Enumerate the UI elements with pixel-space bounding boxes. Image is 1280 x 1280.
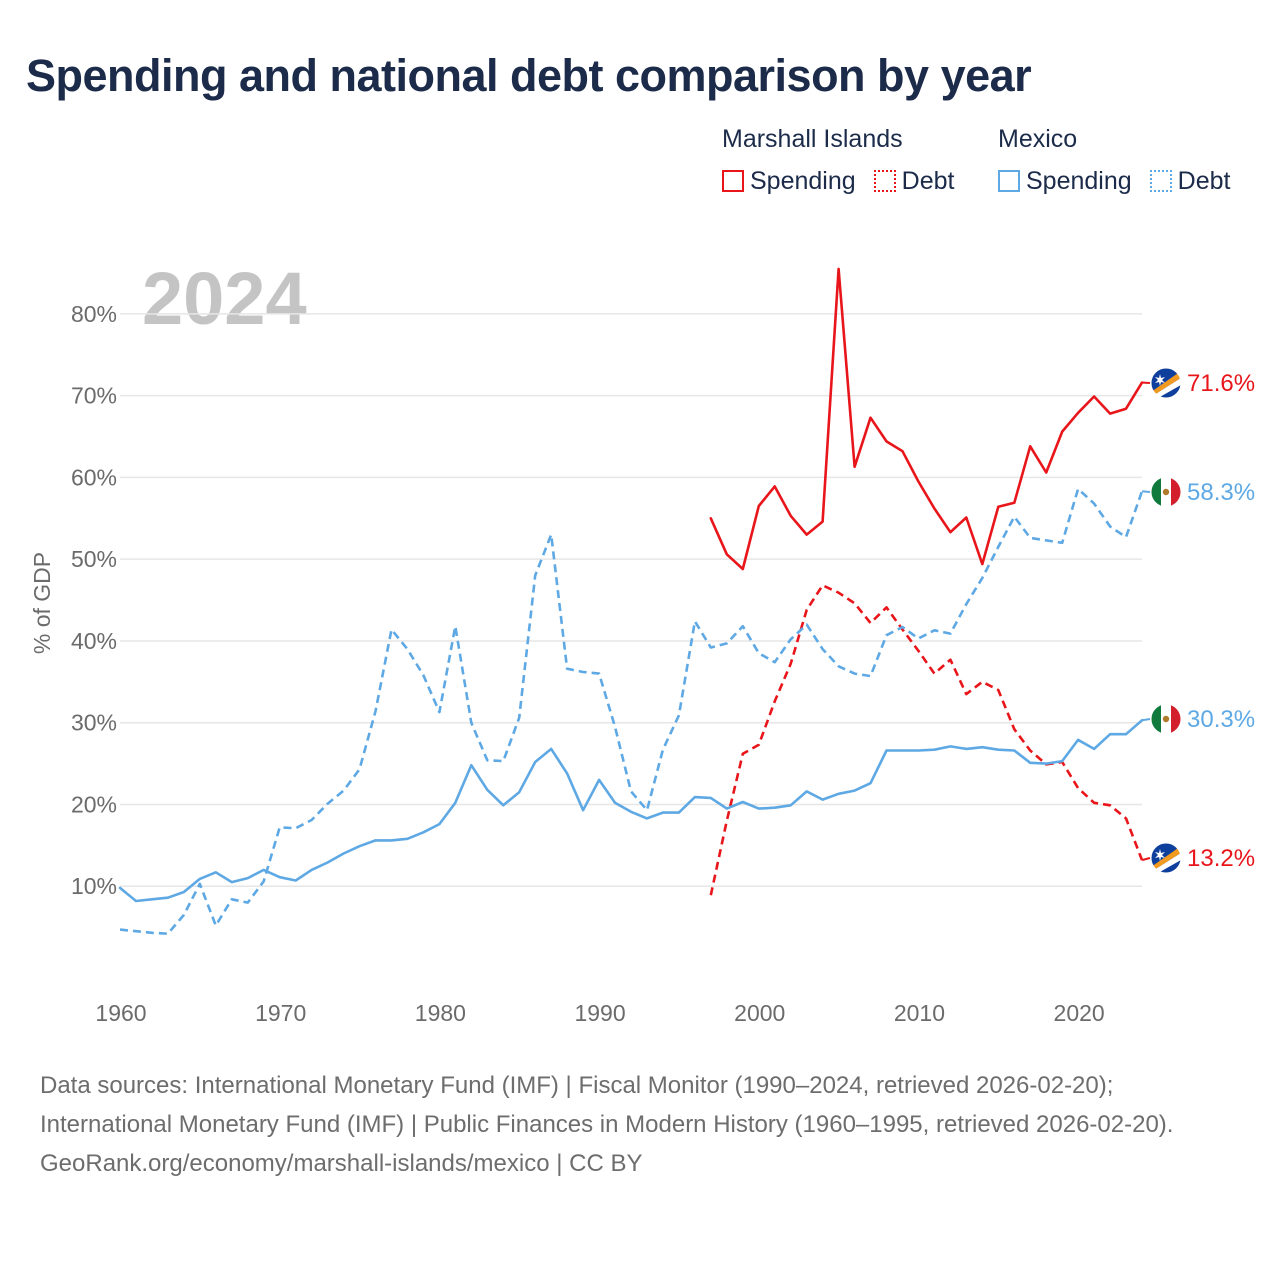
legend-item-mexico-debt[interactable]: Debt: [1149, 166, 1231, 196]
legend-swatch-solid: [998, 170, 1020, 192]
footer: Data sources: International Monetary Fun…: [40, 1066, 1240, 1183]
legend-label: Debt: [901, 166, 955, 195]
end-value-label: 71.6%: [1187, 370, 1255, 397]
mexico-flag-icon: [1150, 703, 1182, 735]
grid: [120, 313, 1142, 887]
legend-swatch-dotted: [1149, 170, 1172, 192]
year-watermark: 2024: [142, 257, 307, 340]
end-value-label: 30.3%: [1187, 706, 1255, 733]
y-tick-label: 60%: [71, 464, 117, 490]
y-tick-label: 40%: [71, 628, 117, 654]
legend-group-name: Mexico: [998, 125, 1078, 153]
y-tick-label: 70%: [71, 383, 117, 409]
end-labels: 71.6% 13.2% 30.3% 58.3%: [1141, 367, 1255, 874]
y-axis-title: % of GDP: [29, 552, 55, 654]
x-tick-label: 2000: [734, 1000, 785, 1026]
y-tick-label: 20%: [71, 791, 117, 817]
end-connector: [1141, 718, 1151, 722]
mexico-flag-icon: [1150, 476, 1182, 508]
line-chart: 2024 % of GDP 10% 20% 30% 40% 50% 60% 70% 80% 1…: [29, 257, 1255, 1026]
legend-group-marshall-islands: Marshall Islands Spending Debt: [722, 124, 972, 196]
y-tick-label: 80%: [71, 301, 117, 327]
end-value-label: 13.2%: [1187, 845, 1255, 872]
series-layer: [118, 267, 1144, 936]
marshall-islands-flag-icon: [1150, 367, 1182, 399]
legend-swatch-dotted: [873, 170, 896, 192]
x-tick-label: 1960: [95, 1000, 146, 1026]
end-connector: [1141, 857, 1151, 862]
legend-item-marshall-islands-debt[interactable]: Debt: [873, 166, 955, 196]
x-tick-label: 2020: [1054, 1000, 1105, 1026]
legend-group-name: Marshall Islands: [722, 125, 903, 153]
x-tick-label: 1990: [574, 1000, 625, 1026]
marshall-islands-flag-icon: [1150, 842, 1182, 874]
legend-label: Debt: [1177, 166, 1231, 195]
y-axis: 10% 20% 30% 40% 50% 60% 70% 80%: [71, 301, 117, 899]
x-tick-label: 1980: [415, 1000, 466, 1026]
legend-swatch-solid: [722, 170, 744, 192]
legend-group-mexico: Mexico Spending Debt: [998, 124, 1248, 196]
series-line-mexico-debt[interactable]: [119, 487, 1144, 936]
legend-item-marshall-islands-spending[interactable]: Spending: [722, 167, 856, 196]
legend-item-mexico-spending[interactable]: Spending: [998, 167, 1132, 196]
series-line-marshall-islands-debt[interactable]: [709, 583, 1144, 896]
end-value-label: 58.3%: [1187, 479, 1255, 506]
end-connector: [1141, 490, 1151, 493]
y-tick-label: 10%: [71, 873, 117, 899]
data-sources: Data sources: International Monetary Fun…: [40, 1072, 1174, 1138]
legend-label: Spending: [1026, 166, 1132, 195]
legend-label: Spending: [750, 166, 856, 195]
x-tick-label: 1970: [255, 1000, 306, 1026]
x-tick-label: 2010: [894, 1000, 945, 1026]
series-line-marshall-islands-spending[interactable]: [709, 267, 1144, 571]
credit-line: GeoRank.org/economy/marshall-islands/mex…: [40, 1150, 643, 1177]
page-title: Spending and national debt comparison by…: [26, 50, 1032, 101]
series-line-mexico-spending[interactable]: [118, 718, 1144, 903]
y-tick-label: 30%: [71, 710, 117, 736]
x-axis: 1960 1970 1980 1990 2000 2010 2020: [95, 1000, 1104, 1026]
y-tick-label: 50%: [71, 546, 117, 572]
